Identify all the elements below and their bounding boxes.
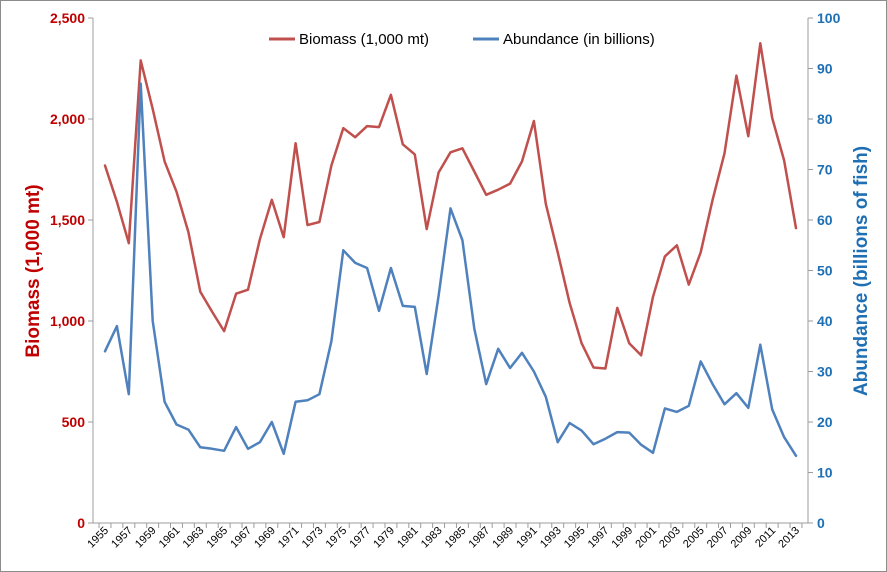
y-right-tick-label: 50: [817, 263, 833, 279]
x-tick-label: 1955: [85, 525, 111, 551]
y-right-tick-label: 70: [817, 162, 833, 178]
x-tick-label: 1959: [133, 525, 159, 551]
x-tick-label: 1975: [324, 525, 350, 551]
x-tick-label: 1987: [467, 525, 493, 551]
y-left-tick-label: 1,500: [50, 212, 85, 228]
y-left-tick-label: 2,500: [50, 10, 85, 26]
y-right-tick-label: 100: [817, 10, 841, 26]
x-tick-label: 1985: [443, 525, 469, 551]
x-tick-label: 1981: [395, 525, 421, 551]
x-tick-label: 1983: [419, 525, 445, 551]
left-axis-ticks: 0 500 1,000 1,500 2,000 2,500: [50, 10, 93, 531]
x-tick-label: 1965: [204, 525, 230, 551]
y-left-tick-label: 500: [62, 414, 86, 430]
right-axis-ticks: 0 10 20 30 40 50 60 70 80 90 100: [808, 10, 841, 531]
x-tick-label: 2013: [776, 525, 802, 551]
x-tick-label: 1957: [109, 525, 135, 551]
y-right-tick-label: 10: [817, 465, 833, 481]
legend: Biomass (1,000 mt) Abundance (in billion…: [269, 31, 655, 48]
x-tick-label: 1999: [610, 525, 636, 551]
x-tick-label: 1995: [562, 525, 588, 551]
x-tick-label: 2005: [681, 525, 707, 551]
y-right-tick-label: 60: [817, 212, 833, 228]
y-right-tick-label: 40: [817, 313, 833, 329]
x-tick-label: 1991: [514, 525, 540, 551]
x-tick-label: 2011: [753, 525, 778, 550]
y-axis-right-title: Abundance (billions of fish): [851, 146, 872, 396]
legend-label-abundance: Abundance (in billions): [503, 31, 655, 48]
x-tick-label: 2009: [729, 525, 755, 551]
x-tick-label: 1973: [300, 525, 326, 551]
series-line-biomass: [103, 42, 798, 370]
y-right-tick-label: 20: [817, 414, 833, 430]
x-tick-label: 1997: [586, 525, 612, 551]
legend-label-biomass: Biomass (1,000 mt): [299, 31, 429, 48]
x-tick-label: 1979: [371, 525, 397, 551]
x-tick-label: 1961: [157, 525, 183, 551]
x-tick-label: 1963: [181, 525, 207, 551]
series-lines: [103, 42, 798, 458]
y-right-tick-label: 0: [817, 515, 825, 531]
y-left-tick-label: 1,000: [50, 313, 85, 329]
x-axis-ticks: 1955195719591961196319651967196919711973…: [85, 523, 803, 551]
y-right-tick-label: 90: [817, 61, 833, 77]
y-left-tick-label: 2,000: [50, 111, 85, 127]
x-tick-label: 2007: [705, 525, 731, 551]
y-axis-left-title: Biomass (1,000 mt): [23, 184, 44, 357]
y-right-tick-label: 80: [817, 111, 833, 127]
x-tick-label: 2001: [633, 525, 659, 551]
x-tick-label: 1989: [490, 525, 516, 551]
x-tick-label: 1969: [252, 525, 278, 551]
x-tick-label: 1971: [276, 525, 302, 551]
x-tick-label: 1977: [347, 525, 373, 551]
x-tick-label: 1993: [538, 525, 564, 551]
y-left-tick-label: 0: [77, 515, 85, 531]
x-tick-label: 2003: [657, 525, 683, 551]
y-right-tick-label: 30: [817, 364, 833, 380]
series-line-abundance: [103, 82, 798, 458]
x-tick-label: 1967: [228, 525, 254, 551]
